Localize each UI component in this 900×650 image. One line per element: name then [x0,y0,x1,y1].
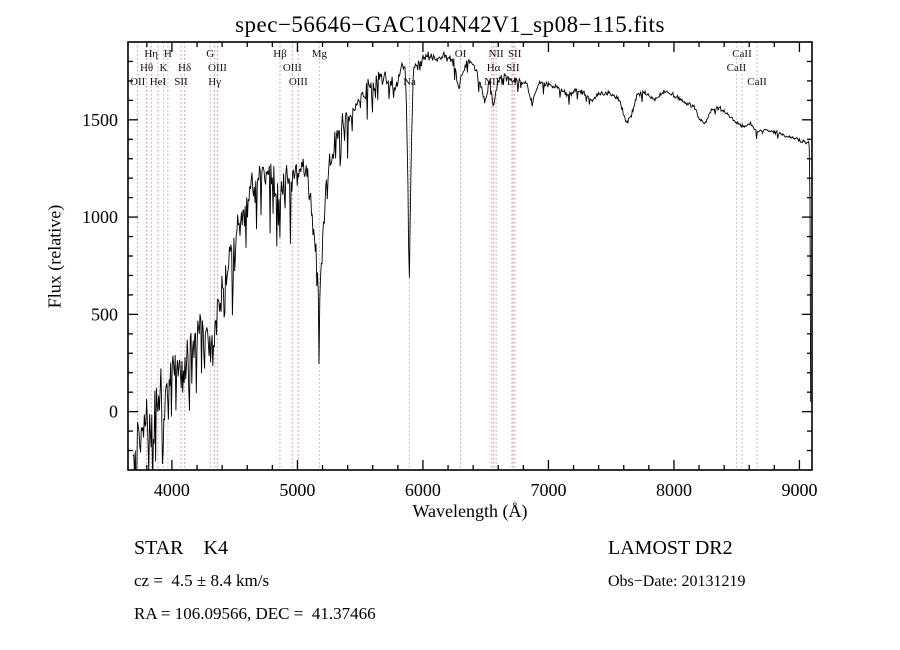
line-label-Mg: Mg [312,48,328,60]
line-label-Hθ: Hθ [140,62,153,74]
x-tick-label: 6000 [405,480,441,500]
line-label-OII: OII [130,76,146,88]
line-label-Hα: Hα [487,62,501,74]
line-label-G: G [206,48,214,60]
line-label-Hδ: Hδ [178,62,191,74]
line-label-H: H [164,48,172,60]
line-label-CaII: CaII [727,62,747,74]
line-label-HeI: HeI [150,76,167,88]
line-label-Li: Li [507,76,517,88]
coordinates-label: RA = 106.09566, DEC = 41.37466 [134,604,376,623]
line-label-Hβ: Hβ [273,48,287,60]
line-label-Hη: Hη [144,48,158,60]
x-tick-label: 9000 [781,480,817,500]
y-tick-label: 500 [91,304,118,324]
flux-spectrum-curve [132,50,812,470]
y-tick-label: 0 [109,402,118,422]
line-label-NII: NII [488,48,504,60]
line-label-OIII: OIII [289,76,308,88]
line-label-OIII: OIII [283,62,302,74]
line-label-K: K [160,62,168,74]
obs-date-label: Obs−Date: 20131219 [608,573,746,590]
x-tick-label: 8000 [656,480,692,500]
line-label-OIII: OIII [208,62,227,74]
spectral-line-markers: OIIHθHηHeIKHSIIHδGHγOIIIHβOIIIOIIIMgNaOI… [130,42,767,470]
plot-title: spec−56646−GAC104N42V1_sp08−115.fits [235,12,665,37]
line-label-Hγ: Hγ [208,76,221,88]
line-label-SII: SII [174,76,188,88]
x-tick-label: 7000 [530,480,566,500]
y-tick-label: 1000 [82,207,118,227]
line-label-CaII: CaII [732,48,752,60]
x-tick-label: 5000 [279,480,315,500]
x-tick-label: 4000 [154,480,190,500]
object-type-label: STAR K4 [134,537,228,559]
y-axis-label: Flux (relative) [44,204,65,309]
line-label-OI: OI [455,48,467,60]
line-label-SII: SII [508,48,522,60]
survey-label: LAMOST DR2 [608,537,733,559]
line-label-SII: SII [506,62,520,74]
plot-frame [127,41,813,471]
y-tick-label: 1500 [82,110,118,130]
cz-value-label: cz = 4.5 ± 8.4 km/s [134,571,270,590]
x-axis-label: Wavelength (Å) [412,501,528,521]
line-label-CaII: CaII [747,76,767,88]
